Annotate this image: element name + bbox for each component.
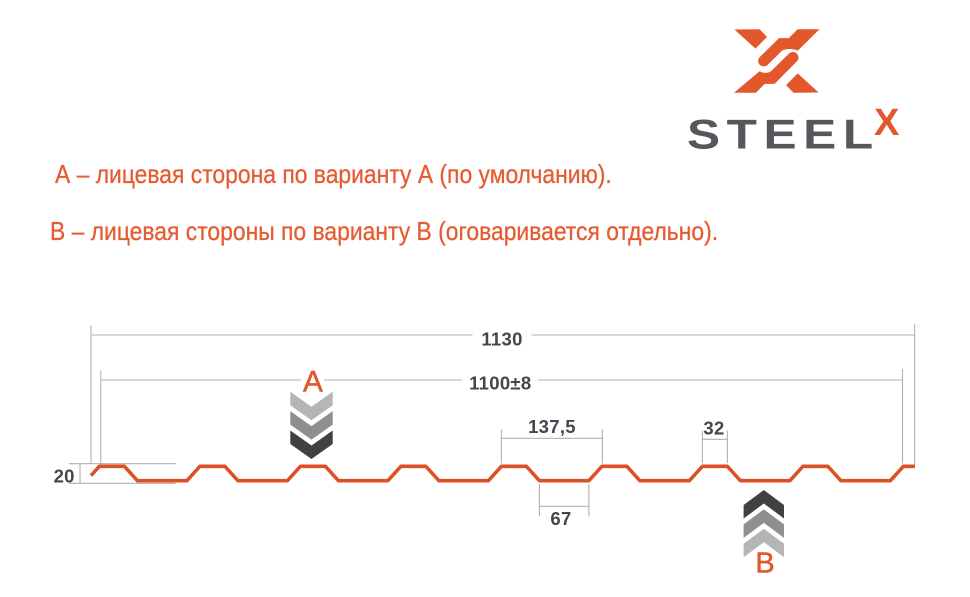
svg-text:137,5: 137,5 xyxy=(528,416,576,437)
svg-text:67: 67 xyxy=(550,508,571,529)
svg-text:STEEL: STEEL xyxy=(687,110,880,158)
svg-text:X: X xyxy=(874,102,900,144)
svg-text:1130: 1130 xyxy=(481,329,522,350)
svg-text:32: 32 xyxy=(703,418,724,439)
svg-text:В: В xyxy=(755,548,774,580)
svg-text:1100±8: 1100±8 xyxy=(469,373,531,394)
svg-text:А: А xyxy=(303,366,323,399)
svg-text:20: 20 xyxy=(54,466,75,487)
